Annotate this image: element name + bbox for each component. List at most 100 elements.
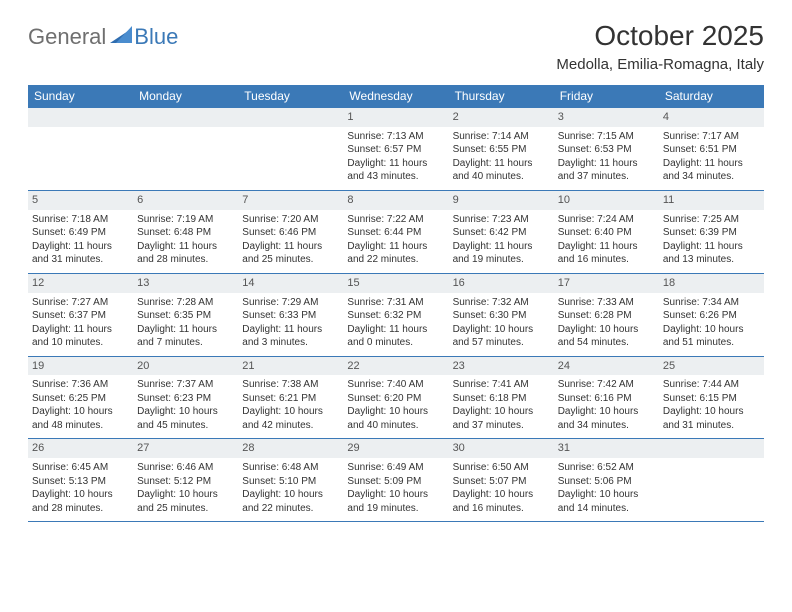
sunset-line: Sunset: 6:37 PM [32, 309, 129, 323]
daylight-line: Daylight: 10 hours and 14 minutes. [558, 488, 655, 515]
page-header: General Blue October 2025 Medolla, Emili… [28, 20, 764, 73]
logo-text-general: General [28, 24, 106, 50]
calendar-cell: 21Sunrise: 7:38 AMSunset: 6:21 PMDayligh… [238, 356, 343, 439]
day-number: 12 [28, 274, 133, 293]
daylight-line: Daylight: 10 hours and 34 minutes. [558, 405, 655, 432]
logo-text-blue: Blue [134, 24, 178, 50]
day-number: 21 [238, 357, 343, 376]
sunrise-line: Sunrise: 7:41 AM [453, 378, 550, 392]
calendar-cell: 17Sunrise: 7:33 AMSunset: 6:28 PMDayligh… [554, 273, 659, 356]
daylight-line: Daylight: 10 hours and 54 minutes. [558, 323, 655, 350]
day-number: 8 [343, 191, 448, 210]
sunset-line: Sunset: 5:06 PM [558, 475, 655, 489]
calendar-cell: 27Sunrise: 6:46 AMSunset: 5:12 PMDayligh… [133, 438, 238, 521]
daylight-line: Daylight: 11 hours and 34 minutes. [663, 157, 760, 184]
calendar-body: ...1Sunrise: 7:13 AMSunset: 6:57 PMDayli… [28, 107, 764, 521]
sunrise-line: Sunrise: 7:23 AM [453, 213, 550, 227]
calendar-cell: 31 Sunrise: 6:52 AMSunset: 5:06 PMDayligh… [554, 438, 659, 521]
sunrise-line: Sunrise: 7:17 AM [663, 130, 760, 144]
daylight-line: Daylight: 11 hours and 28 minutes. [137, 240, 234, 267]
weekday-header-cell: Monday [133, 85, 238, 107]
sunrise-line: Sunrise: 7:33 AM [558, 296, 655, 310]
day-number: . [28, 108, 133, 127]
daylight-line: Daylight: 10 hours and 51 minutes. [663, 323, 760, 350]
daylight-line: Daylight: 11 hours and 22 minutes. [347, 240, 444, 267]
daylight-line: Daylight: 10 hours and 57 minutes. [453, 323, 550, 350]
logo-mark-icon [110, 26, 132, 49]
day-number: 23 [449, 357, 554, 376]
sunset-line: Sunset: 6:40 PM [558, 226, 655, 240]
day-number: 16 [449, 274, 554, 293]
daylight-line: Daylight: 11 hours and 25 minutes. [242, 240, 339, 267]
sunset-line: Sunset: 6:35 PM [137, 309, 234, 323]
calendar-cell: . [238, 107, 343, 190]
daylight-line: Daylight: 10 hours and 19 minutes. [347, 488, 444, 515]
day-number: 17 [554, 274, 659, 293]
day-number: 5 [28, 191, 133, 210]
calendar-cell: 4Sunrise: 7:17 AMSunset: 6:51 PMDaylight… [659, 107, 764, 190]
sunset-line: Sunset: 5:13 PM [32, 475, 129, 489]
day-number: 9 [449, 191, 554, 210]
calendar-cell: 7Sunrise: 7:20 AMSunset: 6:46 PMDaylight… [238, 190, 343, 273]
day-number: 11 [659, 191, 764, 210]
sunset-line: Sunset: 6:39 PM [663, 226, 760, 240]
daylight-line: Daylight: 10 hours and 37 minutes. [453, 405, 550, 432]
sunrise-line: Sunrise: 6:50 AM [453, 461, 550, 475]
sunrise-line: Sunrise: 6:48 AM [242, 461, 339, 475]
daylight-line: Daylight: 11 hours and 10 minutes. [32, 323, 129, 350]
sunset-line: Sunset: 6:30 PM [453, 309, 550, 323]
sunset-line: Sunset: 5:10 PM [242, 475, 339, 489]
day-number: 24 [554, 357, 659, 376]
calendar-cell: . [659, 438, 764, 521]
sunrise-line: Sunrise: 7:42 AM [558, 378, 655, 392]
weekday-header-cell: Tuesday [238, 85, 343, 107]
sunset-line: Sunset: 6:49 PM [32, 226, 129, 240]
sunset-line: Sunset: 5:07 PM [453, 475, 550, 489]
sunrise-line: Sunrise: 7:20 AM [242, 213, 339, 227]
sunset-line: Sunset: 6:20 PM [347, 392, 444, 406]
calendar-cell: 8Sunrise: 7:22 AMSunset: 6:44 PMDaylight… [343, 190, 448, 273]
day-number: . [238, 108, 343, 127]
weekday-header-cell: Wednesday [343, 85, 448, 107]
sunrise-line: Sunrise: 6:52 AM [558, 461, 655, 475]
calendar-cell: 1Sunrise: 7:13 AMSunset: 6:57 PMDaylight… [343, 107, 448, 190]
sunrise-line: Sunrise: 7:13 AM [347, 130, 444, 144]
day-number: 7 [238, 191, 343, 210]
sunrise-line: Sunrise: 7:15 AM [558, 130, 655, 144]
weekday-header-cell: Sunday [28, 85, 133, 107]
day-number: 19 [28, 357, 133, 376]
sunset-line: Sunset: 6:42 PM [453, 226, 550, 240]
calendar-cell: 16Sunrise: 7:32 AMSunset: 6:30 PMDayligh… [449, 273, 554, 356]
weekday-header-cell: Thursday [449, 85, 554, 107]
daylight-line: Daylight: 10 hours and 42 minutes. [242, 405, 339, 432]
sunrise-line: Sunrise: 7:27 AM [32, 296, 129, 310]
day-number: 28 [238, 439, 343, 458]
daylight-line: Daylight: 10 hours and 31 minutes. [663, 405, 760, 432]
sunset-line: Sunset: 6:23 PM [137, 392, 234, 406]
calendar-cell: 23Sunrise: 7:41 AMSunset: 6:18 PMDayligh… [449, 356, 554, 439]
daylight-line: Daylight: 10 hours and 22 minutes. [242, 488, 339, 515]
daylight-line: Daylight: 10 hours and 45 minutes. [137, 405, 234, 432]
sunrise-line: Sunrise: 7:34 AM [663, 296, 760, 310]
sunset-line: Sunset: 6:15 PM [663, 392, 760, 406]
calendar-cell: 11Sunrise: 7:25 AMSunset: 6:39 PMDayligh… [659, 190, 764, 273]
daylight-line: Daylight: 11 hours and 0 minutes. [347, 323, 444, 350]
daylight-line: Daylight: 11 hours and 13 minutes. [663, 240, 760, 267]
daylight-line: Daylight: 11 hours and 40 minutes. [453, 157, 550, 184]
calendar-cell: 29Sunrise: 6:49 AMSunset: 5:09 PMDayligh… [343, 438, 448, 521]
sunset-line: Sunset: 6:33 PM [242, 309, 339, 323]
calendar-cell: 20Sunrise: 7:37 AMSunset: 6:23 PMDayligh… [133, 356, 238, 439]
calendar-cell: 10Sunrise: 7:24 AMSunset: 6:40 PMDayligh… [554, 190, 659, 273]
sunrise-line: Sunrise: 7:18 AM [32, 213, 129, 227]
daylight-line: Daylight: 11 hours and 3 minutes. [242, 323, 339, 350]
sunset-line: Sunset: 6:53 PM [558, 143, 655, 157]
sunrise-line: Sunrise: 6:45 AM [32, 461, 129, 475]
calendar-cell: 19Sunrise: 7:36 AMSunset: 6:25 PMDayligh… [28, 356, 133, 439]
sunrise-line: Sunrise: 7:44 AM [663, 378, 760, 392]
day-number: 26 [28, 439, 133, 458]
day-number: 3 [554, 108, 659, 127]
calendar-cell: 13Sunrise: 7:28 AMSunset: 6:35 PMDayligh… [133, 273, 238, 356]
day-number: 31 [554, 439, 659, 458]
calendar-cell: 12 Sunrise: 7:27 AMSunset: 6:37 PMDayligh… [28, 273, 133, 356]
daylight-line: Daylight: 11 hours and 19 minutes. [453, 240, 550, 267]
